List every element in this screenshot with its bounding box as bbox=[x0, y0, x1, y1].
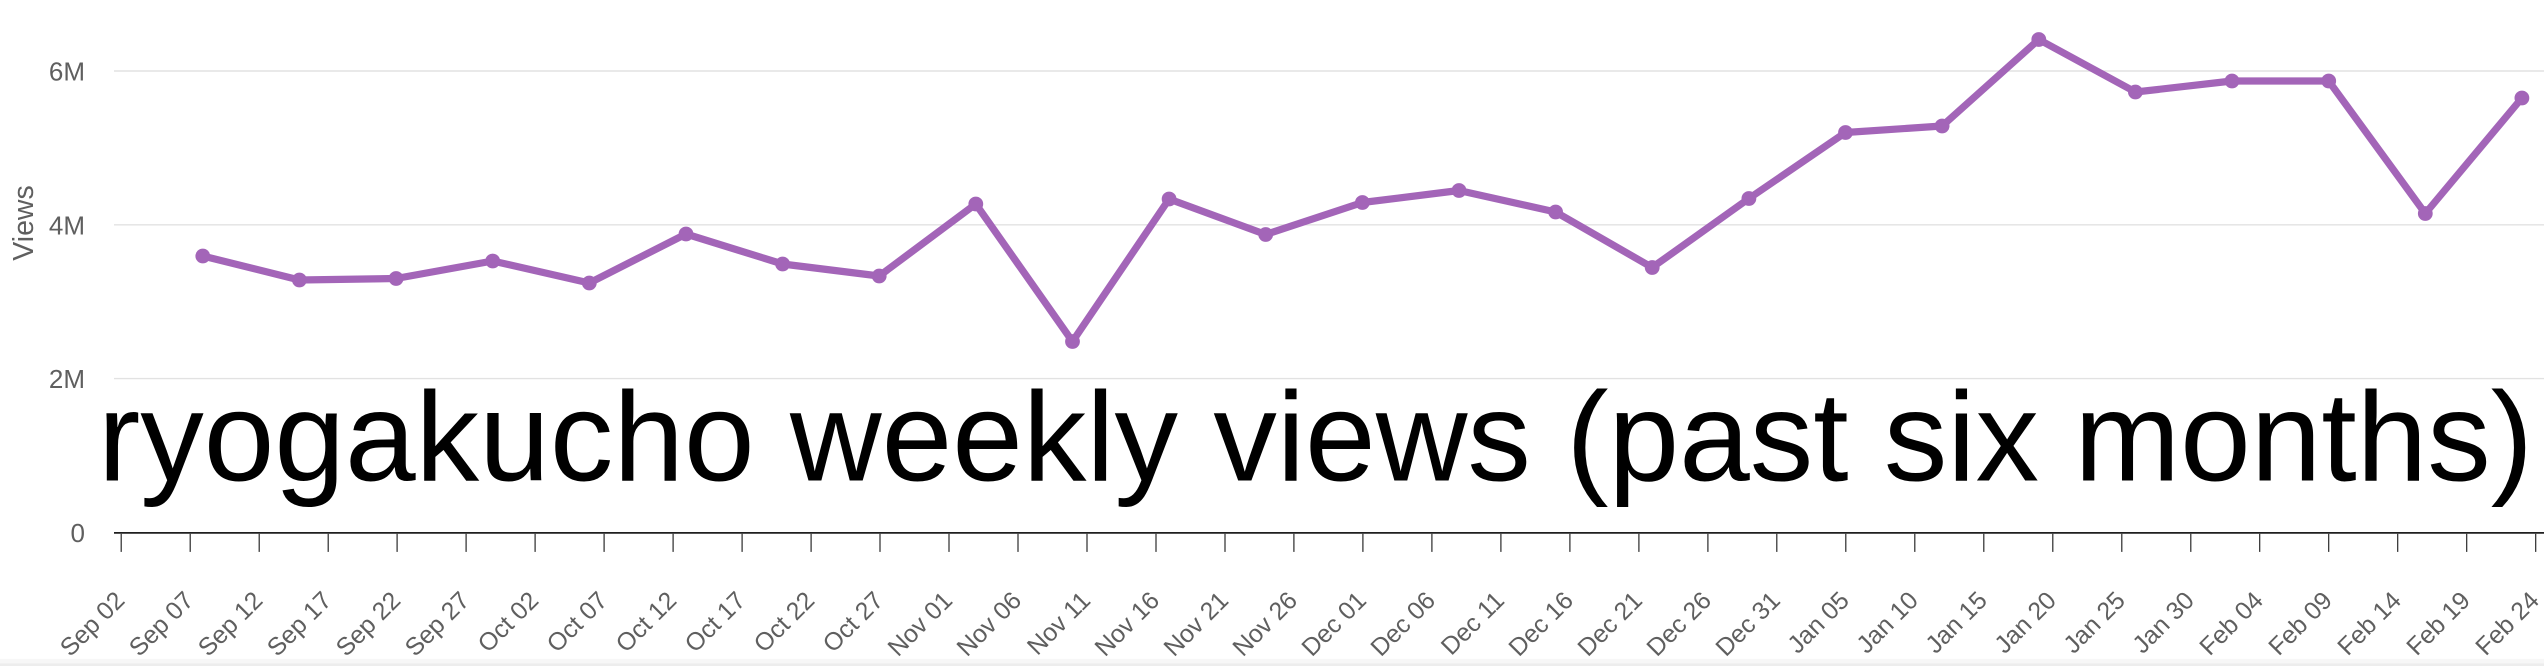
svg-text:Views: Views bbox=[8, 185, 40, 261]
svg-text:2M: 2M bbox=[49, 364, 85, 394]
svg-text:ryogakucho weekly views (past: ryogakucho weekly views (past six months… bbox=[98, 366, 2533, 508]
svg-text:0: 0 bbox=[71, 518, 85, 548]
svg-text:6M: 6M bbox=[49, 57, 85, 87]
svg-text:4M: 4M bbox=[49, 210, 85, 240]
